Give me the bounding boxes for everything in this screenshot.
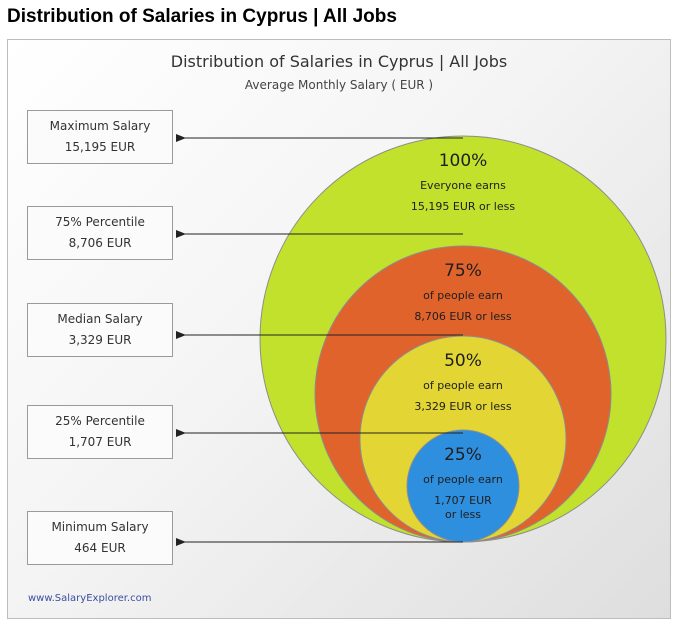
stat-box-minimum: Minimum Salary 464 EUR [27, 511, 173, 565]
stat-box-median: Median Salary 3,329 EUR [27, 303, 173, 357]
stat-value-minimum: 464 EUR [74, 541, 126, 555]
circle-100-line2: 15,195 EUR or less [411, 200, 515, 213]
circle-100-percent: 100% [439, 151, 488, 171]
stat-label-maximum: Maximum Salary [49, 119, 151, 133]
circle-50-percent: 50% [444, 351, 482, 371]
chart-title: Distribution of Salaries in Cyprus | All… [170, 52, 508, 71]
stat-box-25th: 25% Percentile 1,707 EUR [27, 405, 173, 459]
chart-subtitle: Average Monthly Salary ( EUR ) [244, 78, 434, 92]
stat-box-75th: 75% Percentile 8,706 EUR [27, 206, 173, 260]
circle-50-line1: of people earn [423, 379, 503, 392]
circle-75-line2: 8,706 EUR or less [414, 310, 511, 323]
circle-25-percent: 25% [444, 445, 482, 465]
circle-25-line1: of people earn [423, 473, 503, 486]
circle-50-line2: 3,329 EUR or less [414, 400, 511, 413]
stat-value-25th: 1,707 EUR [68, 435, 132, 449]
stat-box-maximum: Maximum Salary 15,195 EUR [27, 110, 173, 164]
stat-label-median: Median Salary [57, 312, 143, 326]
salary-circles-diagram: 100% Everyone earns 15,195 EUR or less 75% o… [176, 134, 667, 546]
page-heading: Distribution of Salaries in Cyprus | All… [7, 6, 397, 27]
circle-25-line3: or less [445, 508, 481, 521]
circle-25-line2: 1,707 EUR [434, 494, 492, 507]
chart-panel: Distribution of Salaries in Cyprus | All… [7, 39, 671, 619]
footer-link[interactable]: www.SalaryExplorer.com [28, 593, 152, 604]
stat-label-minimum: Minimum Salary [51, 520, 149, 534]
circle-75-percent: 75% [444, 261, 482, 281]
stat-label-75th: 75% Percentile [55, 215, 145, 229]
circle-75-line1: of people earn [423, 289, 503, 302]
stat-label-25th: 25% Percentile [55, 414, 145, 428]
stat-value-median: 3,329 EUR [68, 333, 132, 347]
circle-100-line1: Everyone earns [420, 179, 506, 192]
stat-value-maximum: 15,195 EUR [64, 140, 136, 154]
stat-value-75th: 8,706 EUR [68, 236, 132, 250]
